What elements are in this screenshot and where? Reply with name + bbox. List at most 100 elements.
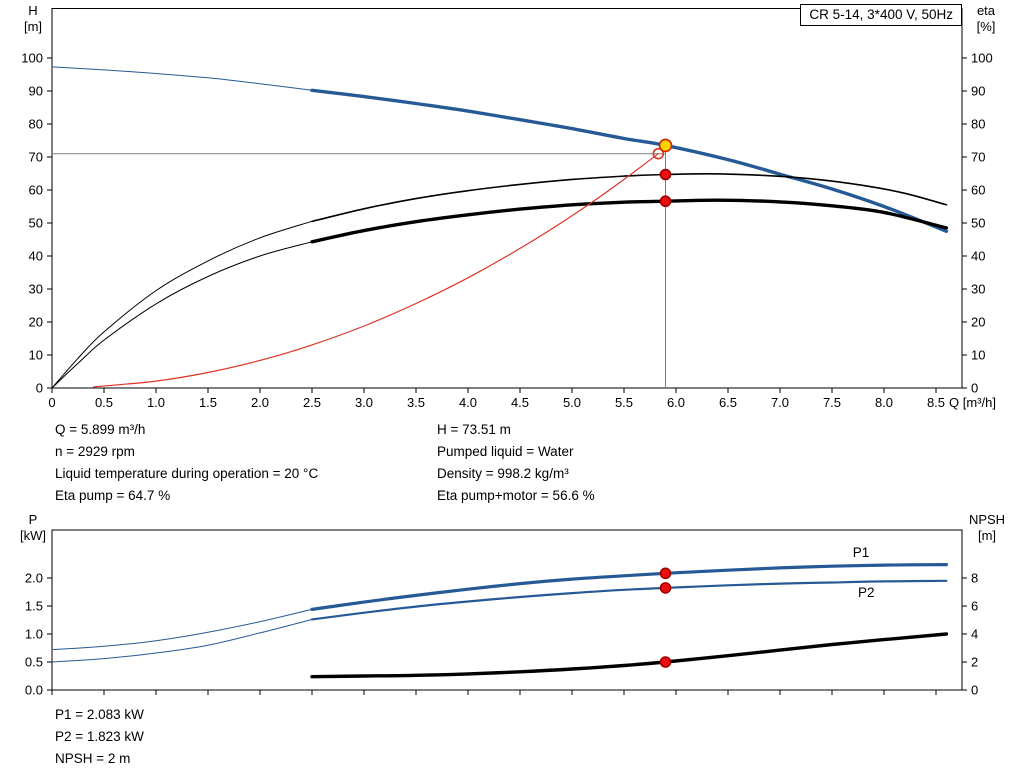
h-axis-unit: [m] bbox=[23, 19, 43, 34]
info-speed: n = 2929 rpm bbox=[55, 444, 135, 459]
p-axis-symbol: P bbox=[28, 512, 38, 527]
info-density: Density = 998.2 kg/m³ bbox=[437, 466, 569, 481]
npsh-axis-unit: [m] bbox=[977, 528, 997, 543]
y-right-tick-label: 0 bbox=[971, 683, 978, 698]
info-p2: P2 = 1.823 kW bbox=[55, 729, 144, 744]
x-tick-label: 0.5 bbox=[95, 395, 113, 410]
duty-info-right-column: H = 73.51 m Pumped liquid = Water Densit… bbox=[437, 419, 595, 507]
p2-curve-low-range bbox=[51, 618, 313, 663]
y-left-tick-label: 1.0 bbox=[25, 626, 43, 641]
eta-pump-curve-low-range bbox=[51, 220, 313, 389]
x-tick-label: 3.0 bbox=[355, 395, 373, 410]
hq-eta-chart[interactable]: 0 0.5 1.0 1.5 2.0 2.5 3.0 3.5 4.0 4.5 5.0 5.5 6.0 6.5… bbox=[0, 0, 1024, 415]
info-npsh: NPSH = 2 m bbox=[55, 751, 131, 766]
duty-point-p1[interactable] bbox=[659, 567, 672, 580]
y-left-tick-label: 90 bbox=[29, 84, 43, 99]
x-tick-label: 5.5 bbox=[615, 395, 633, 410]
x-tick-label: 7.5 bbox=[823, 395, 841, 410]
y-left-tick-label: 0.0 bbox=[25, 683, 43, 698]
duty-info-left-column: Q = 5.899 m³/h n = 2929 rpm Liquid tempe… bbox=[55, 419, 318, 507]
x-tick-label: 2.5 bbox=[303, 395, 321, 410]
y-right-tick-label: 6 bbox=[971, 599, 978, 614]
eta-pump-motor-curve-low-range bbox=[51, 241, 313, 389]
y-right-tick-label: 80 bbox=[971, 117, 985, 132]
duty-point-npsh[interactable] bbox=[659, 656, 672, 668]
y-right-tick-label: 30 bbox=[971, 282, 985, 297]
x-tick-label: 0 bbox=[48, 395, 55, 410]
x-tick-label: 4.0 bbox=[459, 395, 477, 410]
y-left-tick-label: 0.5 bbox=[25, 654, 43, 669]
info-head: H = 73.51 m bbox=[437, 422, 511, 437]
eta-pump-motor-curve bbox=[310, 198, 949, 244]
y-left-tick-label: 0 bbox=[36, 381, 43, 396]
y-left-tick-label: 30 bbox=[29, 282, 43, 297]
info-eta-pump-motor: Eta pump+motor = 56.6 % bbox=[437, 488, 595, 503]
x-tick-label: 1.0 bbox=[147, 395, 165, 410]
plot-frame bbox=[51, 8, 963, 389]
plot-frame bbox=[51, 529, 963, 691]
eta-axis-title: eta [%] bbox=[963, 3, 1009, 35]
y-left-tick-label: 100 bbox=[21, 51, 43, 66]
x-tick-label: 2.0 bbox=[251, 395, 269, 410]
x-tick-label: 5.0 bbox=[563, 395, 581, 410]
y-right-tick-label: 50 bbox=[971, 216, 985, 231]
duty-point-p2[interactable] bbox=[659, 582, 672, 594]
y-right-tick-label: 100 bbox=[971, 51, 993, 66]
y-left-tick-label: 70 bbox=[29, 150, 43, 165]
y-left-tick-label: 50 bbox=[29, 216, 43, 231]
y-left-tick-label: 20 bbox=[29, 315, 43, 330]
info-liquid-temperature: Liquid temperature during operation = 20… bbox=[55, 466, 319, 481]
y-left-tick-label: 1.5 bbox=[25, 598, 43, 613]
y-right-tick-label: 10 bbox=[971, 348, 985, 363]
y-right-tick-label: 4 bbox=[971, 627, 978, 642]
x-tick-label: 4.5 bbox=[511, 395, 529, 410]
pump-model-label: CR 5-14, 3*400 V, 50Hz bbox=[800, 4, 962, 26]
y-right-tick-label: 8 bbox=[971, 571, 978, 586]
x-tick-label: 1.5 bbox=[199, 395, 217, 410]
p1-series-label: P1 bbox=[853, 545, 870, 560]
duty-point-eta-pump[interactable] bbox=[659, 168, 672, 181]
x-tick-label: 3.5 bbox=[407, 395, 425, 410]
eta-pump-curve bbox=[311, 172, 948, 223]
eta-axis-symbol: eta bbox=[976, 3, 996, 18]
x-axis-label: Q [m³/h] bbox=[949, 395, 996, 410]
power-npsh-chart[interactable]: 0.0 0.5 1.0 1.5 2.0 0 2 4 6 8 P1 P2 bbox=[0, 510, 1024, 700]
y-right-tick-label: 90 bbox=[971, 84, 985, 99]
y-left-tick-label: 10 bbox=[29, 348, 43, 363]
y-left-tick-label: 80 bbox=[29, 117, 43, 132]
eta-axis-unit: [%] bbox=[976, 19, 996, 34]
y-right-tick-label: 70 bbox=[971, 150, 985, 165]
y-right-tick-label: 60 bbox=[971, 183, 985, 198]
y-right-tick-label: 2 bbox=[971, 655, 978, 670]
h-axis-title: H [m] bbox=[12, 3, 54, 35]
duty-point-eta-pump-motor[interactable] bbox=[659, 195, 672, 208]
x-tick-label: 6.0 bbox=[667, 395, 685, 410]
duty-point-head[interactable] bbox=[658, 138, 673, 153]
p2-curve bbox=[310, 579, 948, 621]
h-axis-symbol: H bbox=[28, 3, 38, 18]
npsh-axis-symbol: NPSH bbox=[968, 512, 1006, 527]
x-tick-label: 7.0 bbox=[771, 395, 789, 410]
head-curve bbox=[310, 88, 949, 233]
info-eta-pump: Eta pump = 64.7 % bbox=[55, 488, 171, 503]
info-p1: P1 = 2.083 kW bbox=[55, 707, 144, 722]
npsh-axis-title: NPSH [m] bbox=[958, 512, 1016, 544]
y-right-tick-label: 20 bbox=[971, 315, 985, 330]
x-tick-label: 6.5 bbox=[719, 395, 737, 410]
y-left-tick-label: 60 bbox=[29, 183, 43, 198]
p-axis-unit: [kW] bbox=[20, 528, 46, 543]
p1-curve bbox=[310, 563, 948, 611]
x-tick-label: 8.0 bbox=[875, 395, 893, 410]
head-curve-low-range bbox=[51, 66, 313, 91]
p-axis-title: P [kW] bbox=[12, 512, 54, 544]
p2-series-label: P2 bbox=[858, 585, 875, 600]
y-right-tick-label: 0 bbox=[971, 381, 978, 396]
requested-duty-point[interactable] bbox=[652, 147, 665, 160]
info-flow: Q = 5.899 m³/h bbox=[55, 422, 146, 437]
y-right-tick-label: 40 bbox=[971, 249, 985, 264]
system-curve bbox=[93, 153, 659, 388]
power-info-column: P1 = 2.083 kW P2 = 1.823 kW NPSH = 2 m bbox=[55, 704, 144, 770]
y-left-tick-label: 2.0 bbox=[25, 570, 43, 585]
npsh-curve bbox=[310, 632, 949, 679]
